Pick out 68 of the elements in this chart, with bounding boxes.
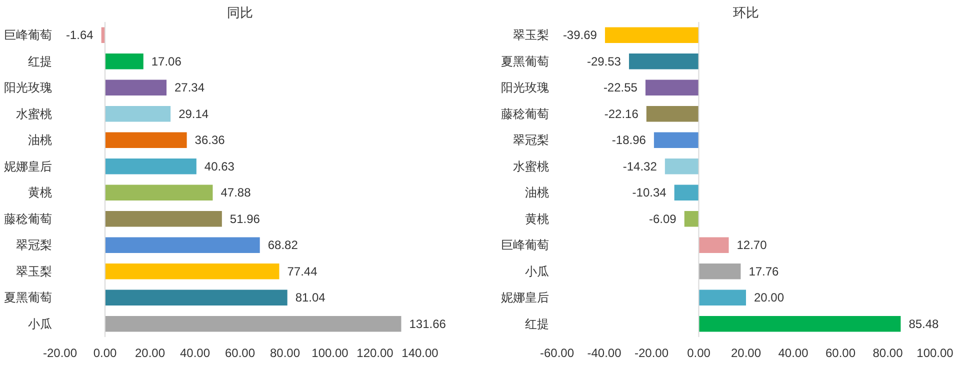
x-tick-label: 20.00 <box>134 346 166 360</box>
data-label: 81.04 <box>295 290 326 305</box>
data-label: -29.53 <box>586 54 622 68</box>
x-tick-label: -60.00 <box>540 346 574 360</box>
y-tick-label: 巨峰葡萄 <box>501 238 549 252</box>
data-label: 17.06 <box>151 54 182 68</box>
y-tick-label: 藤稔葡萄 <box>4 212 52 226</box>
x-tick-label: -20.00 <box>634 346 669 360</box>
data-label: 47.88 <box>220 186 252 200</box>
x-tick-label: 80.00 <box>270 346 300 360</box>
chart-title: 同比 <box>227 5 253 20</box>
data-label: 27.34 <box>174 80 205 95</box>
y-tick-label: 水蜜桃 <box>16 106 52 121</box>
data-label: -1.64 <box>66 28 94 42</box>
y-tick-label: 夏黑葡萄 <box>501 54 549 68</box>
data-label: -18.96 <box>612 133 646 148</box>
data-label: 68.82 <box>268 238 298 252</box>
data-label: -14.32 <box>622 159 658 174</box>
y-tick-label: 藤稔葡萄 <box>501 106 549 121</box>
y-tick-label: 妮娜皇后 <box>4 159 52 174</box>
data-label: 20.00 <box>754 290 784 305</box>
chart-title: 环比 <box>733 5 759 20</box>
y-tick-label: 油桃 <box>525 186 549 200</box>
data-label: -39.69 <box>562 28 598 42</box>
x-tick-label: 40.00 <box>778 346 809 360</box>
x-tick-label: 80.00 <box>872 346 904 360</box>
y-tick-label: 翠冠梨 <box>16 238 52 252</box>
x-tick-label: 100.00 <box>312 346 349 360</box>
x-tick-label: 120.00 <box>356 346 394 360</box>
y-tick-label: 夏黑葡萄 <box>4 290 52 305</box>
x-tick-label: 20.00 <box>730 346 762 360</box>
x-tick-label: 60.00 <box>825 346 856 360</box>
data-label: 77.44 <box>287 264 318 278</box>
y-tick-label: 红提 <box>28 54 52 68</box>
data-label: 40.63 <box>204 159 235 174</box>
y-tick-label: 黄桃 <box>28 186 52 200</box>
y-tick-label: 黄桃 <box>525 212 549 226</box>
y-tick-label: 翠冠梨 <box>513 133 549 148</box>
y-tick-label: 妮娜皇后 <box>501 290 549 305</box>
y-tick-label: 阳光玫瑰 <box>501 80 549 95</box>
x-tick-label: 140.00 <box>402 346 439 360</box>
y-tick-label: 阳光玫瑰 <box>4 80 52 95</box>
data-label: -22.16 <box>604 106 639 121</box>
x-tick-label: 0.00 <box>93 346 117 360</box>
data-label: 17.76 <box>748 264 780 278</box>
data-label: 85.48 <box>908 316 940 331</box>
y-tick-label: 巨峰葡萄 <box>4 28 52 42</box>
data-label: -10.34 <box>632 186 667 200</box>
x-tick-label: 40.00 <box>180 346 210 360</box>
y-tick-label: 翠玉梨 <box>16 264 52 278</box>
y-tick-label: 油桃 <box>28 133 52 148</box>
x-tick-label: -40.00 <box>587 346 622 360</box>
data-label: 36.36 <box>194 133 226 148</box>
y-tick-label: 小瓜 <box>525 264 549 278</box>
y-tick-label: 红提 <box>525 316 549 331</box>
y-tick-label: 小瓜 <box>28 316 52 331</box>
data-label: 131.66 <box>409 316 446 331</box>
y-tick-label: 水蜜桃 <box>513 159 549 174</box>
x-tick-label: 100.00 <box>916 346 954 360</box>
data-label: -6.09 <box>649 212 677 226</box>
y-tick-label: 翠玉梨 <box>513 28 549 42</box>
data-label: 51.96 <box>230 212 260 226</box>
x-tick-label: 0.00 <box>687 346 711 360</box>
x-tick-label: 60.00 <box>224 346 256 360</box>
data-label: 12.70 <box>736 238 768 252</box>
data-label: 29.14 <box>178 106 209 121</box>
data-label: -22.55 <box>603 80 638 95</box>
x-tick-label: -20.00 <box>42 346 78 360</box>
